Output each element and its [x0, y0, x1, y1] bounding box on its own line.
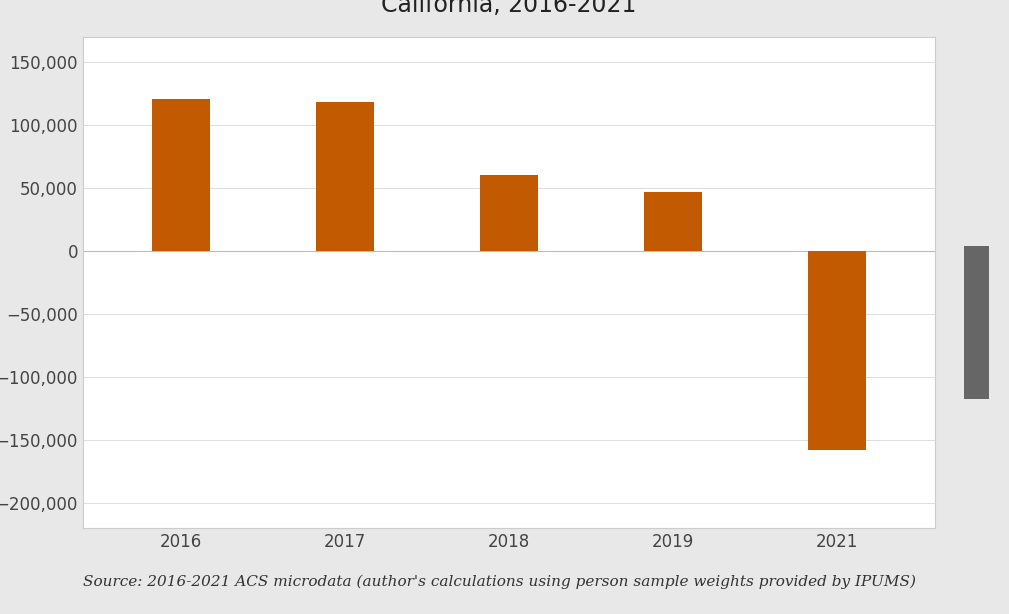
Text: Source: 2016-2021 ACS microdata (author's calculations using person sample weigh: Source: 2016-2021 ACS microdata (author'… — [83, 575, 916, 589]
Bar — [317, 103, 373, 251]
Bar — [480, 176, 538, 251]
Bar — [645, 192, 701, 251]
Title: Net migration of Persons Aged 25 or older,
California, 2016-2021: Net migration of Persons Aged 25 or olde… — [256, 0, 762, 17]
Bar — [152, 99, 210, 251]
Bar — [808, 251, 866, 450]
